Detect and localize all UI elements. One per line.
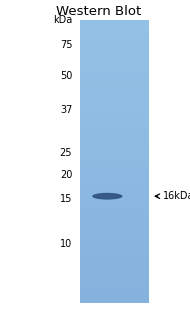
Text: 50: 50 xyxy=(60,71,72,81)
Text: Western Blot: Western Blot xyxy=(56,5,141,18)
Text: 15: 15 xyxy=(60,194,72,204)
Text: 10: 10 xyxy=(60,239,72,249)
Ellipse shape xyxy=(92,193,123,200)
Text: kDa: kDa xyxy=(53,15,72,25)
Text: 25: 25 xyxy=(60,148,72,158)
Text: 37: 37 xyxy=(60,105,72,115)
Text: 20: 20 xyxy=(60,170,72,180)
Text: 75: 75 xyxy=(60,40,72,50)
Text: 16kDa: 16kDa xyxy=(163,191,190,201)
